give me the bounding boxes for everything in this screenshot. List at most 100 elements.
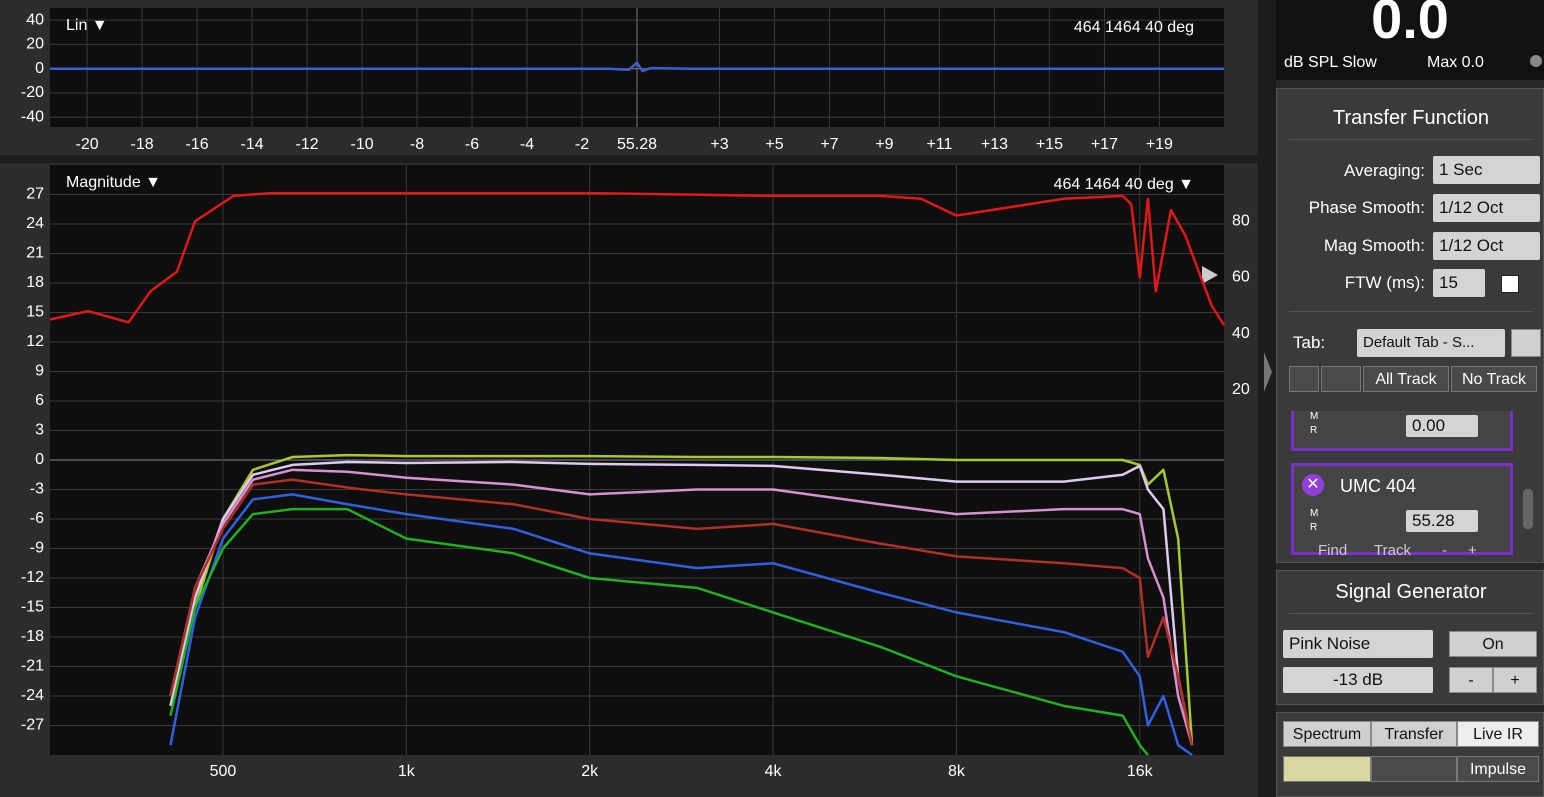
all-track-button[interactable]: All Track — [1363, 366, 1449, 392]
label: Mag Smooth: — [1323, 236, 1425, 255]
x-tick-label: 500 — [210, 763, 237, 780]
impulse-button[interactable]: Impulse — [1457, 756, 1539, 782]
y-tick-label: -18 — [21, 628, 44, 645]
y-tick-label: -9 — [30, 540, 44, 557]
x-tick-label: +5 — [765, 136, 783, 153]
x-tick-label: 4k — [765, 763, 783, 780]
minus-button[interactable]: - — [1442, 542, 1447, 559]
x-tick-label: -16 — [186, 136, 209, 153]
divider — [1258, 0, 1276, 797]
trace — [169, 460, 1194, 746]
y-tick-label: -40 — [21, 109, 44, 126]
x-tick-label: +13 — [981, 136, 1008, 153]
meter-m: M — [1310, 411, 1319, 422]
x-tick-label: 2k — [581, 763, 599, 780]
spectrum-button[interactable]: Spectrum — [1283, 721, 1371, 747]
x-tick-label: -4 — [520, 136, 534, 153]
play-button[interactable] — [1321, 366, 1361, 392]
x-tick-label: 8k — [948, 763, 966, 780]
dropdown[interactable]: Default Tab - S... — [1357, 329, 1505, 357]
on-button[interactable]: On — [1449, 631, 1537, 657]
x-tick-label: 16k — [1127, 763, 1154, 780]
x-tick-label: -2 — [575, 136, 589, 153]
checkbox[interactable] — [1501, 275, 1519, 293]
label: Tab: — [1293, 333, 1326, 352]
y-tick-label: -12 — [21, 569, 44, 586]
transfer-button[interactable]: Transfer — [1371, 721, 1457, 747]
track-name: UMC 404 — [1340, 476, 1417, 496]
dropdown[interactable]: 1/12 Oct — [1433, 232, 1540, 260]
live-ir-button[interactable]: Live IR — [1457, 721, 1539, 747]
y-tick-label: 21 — [26, 245, 44, 262]
minus-button[interactable]: - — [1449, 667, 1493, 693]
trace — [49, 191, 1226, 326]
panel-title: Transfer Function — [1333, 107, 1489, 129]
x-tick-label: 1k — [398, 763, 416, 780]
y2-tick-label: 20 — [1232, 381, 1250, 398]
level-input[interactable]: -13 dB — [1283, 667, 1433, 693]
x-tick-label: +3 — [710, 136, 728, 153]
y-tick-label: 27 — [26, 186, 44, 203]
y-tick-label: -20 — [21, 84, 44, 101]
trace — [169, 478, 1194, 746]
no-track-button[interactable]: No Track — [1451, 366, 1537, 392]
y-tick-label: -3 — [30, 481, 44, 498]
input[interactable]: 15 — [1433, 269, 1485, 297]
plot-title: Magnitude ▼ — [66, 174, 161, 191]
track-0[interactable]: M R 0.00 — [1291, 411, 1513, 451]
scrollbar[interactable] — [1523, 489, 1533, 529]
x-tick-label: -20 — [76, 136, 99, 153]
close-icon[interactable]: ✕ — [1302, 474, 1324, 496]
y-tick-label: 20 — [26, 36, 44, 53]
trace — [169, 468, 1194, 746]
meter-max: Max 0.0 — [1427, 54, 1484, 71]
meter-value: 0.0 — [1371, 0, 1449, 50]
meter-r: R — [1310, 425, 1318, 436]
delay-label: 55.28 — [617, 136, 657, 153]
y-tick-label: 9 — [35, 363, 44, 380]
y-tick-label: 12 — [26, 333, 44, 350]
label: FTW (ms): — [1344, 273, 1425, 292]
delay-input[interactable]: 0.00 — [1406, 415, 1478, 437]
delay-input[interactable]: 55.28 — [1406, 510, 1478, 532]
meter-r: R — [1310, 522, 1318, 533]
meter-mode[interactable]: dB SPL Slow — [1284, 54, 1377, 71]
plus-button[interactable]: + — [1468, 542, 1477, 559]
y-tick-label: -6 — [30, 510, 44, 527]
x-tick-label: +17 — [1091, 136, 1118, 153]
trace — [169, 493, 1193, 757]
x-tick-label: +7 — [820, 136, 838, 153]
dropdown[interactable]: 1 Sec — [1433, 156, 1540, 184]
collapse-arrow[interactable] — [1262, 350, 1274, 394]
x-tick-label: -8 — [410, 136, 424, 153]
meter-m: M — [1310, 508, 1319, 519]
single-plot-button[interactable] — [1283, 756, 1371, 782]
stop-button[interactable] — [1289, 366, 1319, 392]
find-button[interactable]: Find — [1318, 542, 1348, 559]
y-tick-label: 3 — [35, 422, 44, 439]
y-tick-label: 40 — [26, 11, 44, 28]
y2-tick-label: 40 — [1232, 325, 1250, 342]
label: Phase Smooth: — [1308, 198, 1425, 217]
y-tick-label: -15 — [21, 599, 44, 616]
x-tick-label: +19 — [1146, 136, 1173, 153]
rule — [1289, 613, 1533, 614]
plus-button[interactable]: + — [1493, 667, 1537, 693]
trace — [50, 61, 1224, 73]
x-tick-label: -6 — [465, 136, 479, 153]
tools-button[interactable] — [1511, 329, 1541, 357]
y2-tick-label: 60 — [1232, 269, 1250, 286]
dropdown[interactable]: 1/12 Oct — [1433, 194, 1540, 222]
track-button[interactable]: Track — [1374, 542, 1411, 559]
rule — [1289, 311, 1533, 312]
trace — [169, 507, 1149, 756]
dropdown[interactable]: Pink Noise — [1283, 630, 1433, 658]
x-tick-label: -12 — [296, 136, 319, 153]
trace-handle[interactable] — [1202, 266, 1218, 284]
y-tick-label: -27 — [21, 717, 44, 734]
signal-generator-panel: Signal Generator Pink Noise On -13 dB - … — [1276, 570, 1544, 705]
dual-plot-button[interactable] — [1371, 756, 1457, 782]
track-1[interactable]: ✕ UMC 404 M R 55.28 Find Track - + — [1291, 463, 1513, 559]
transfer-function-panel: Transfer Function Averaging: 1 Sec Phase… — [1276, 88, 1544, 563]
